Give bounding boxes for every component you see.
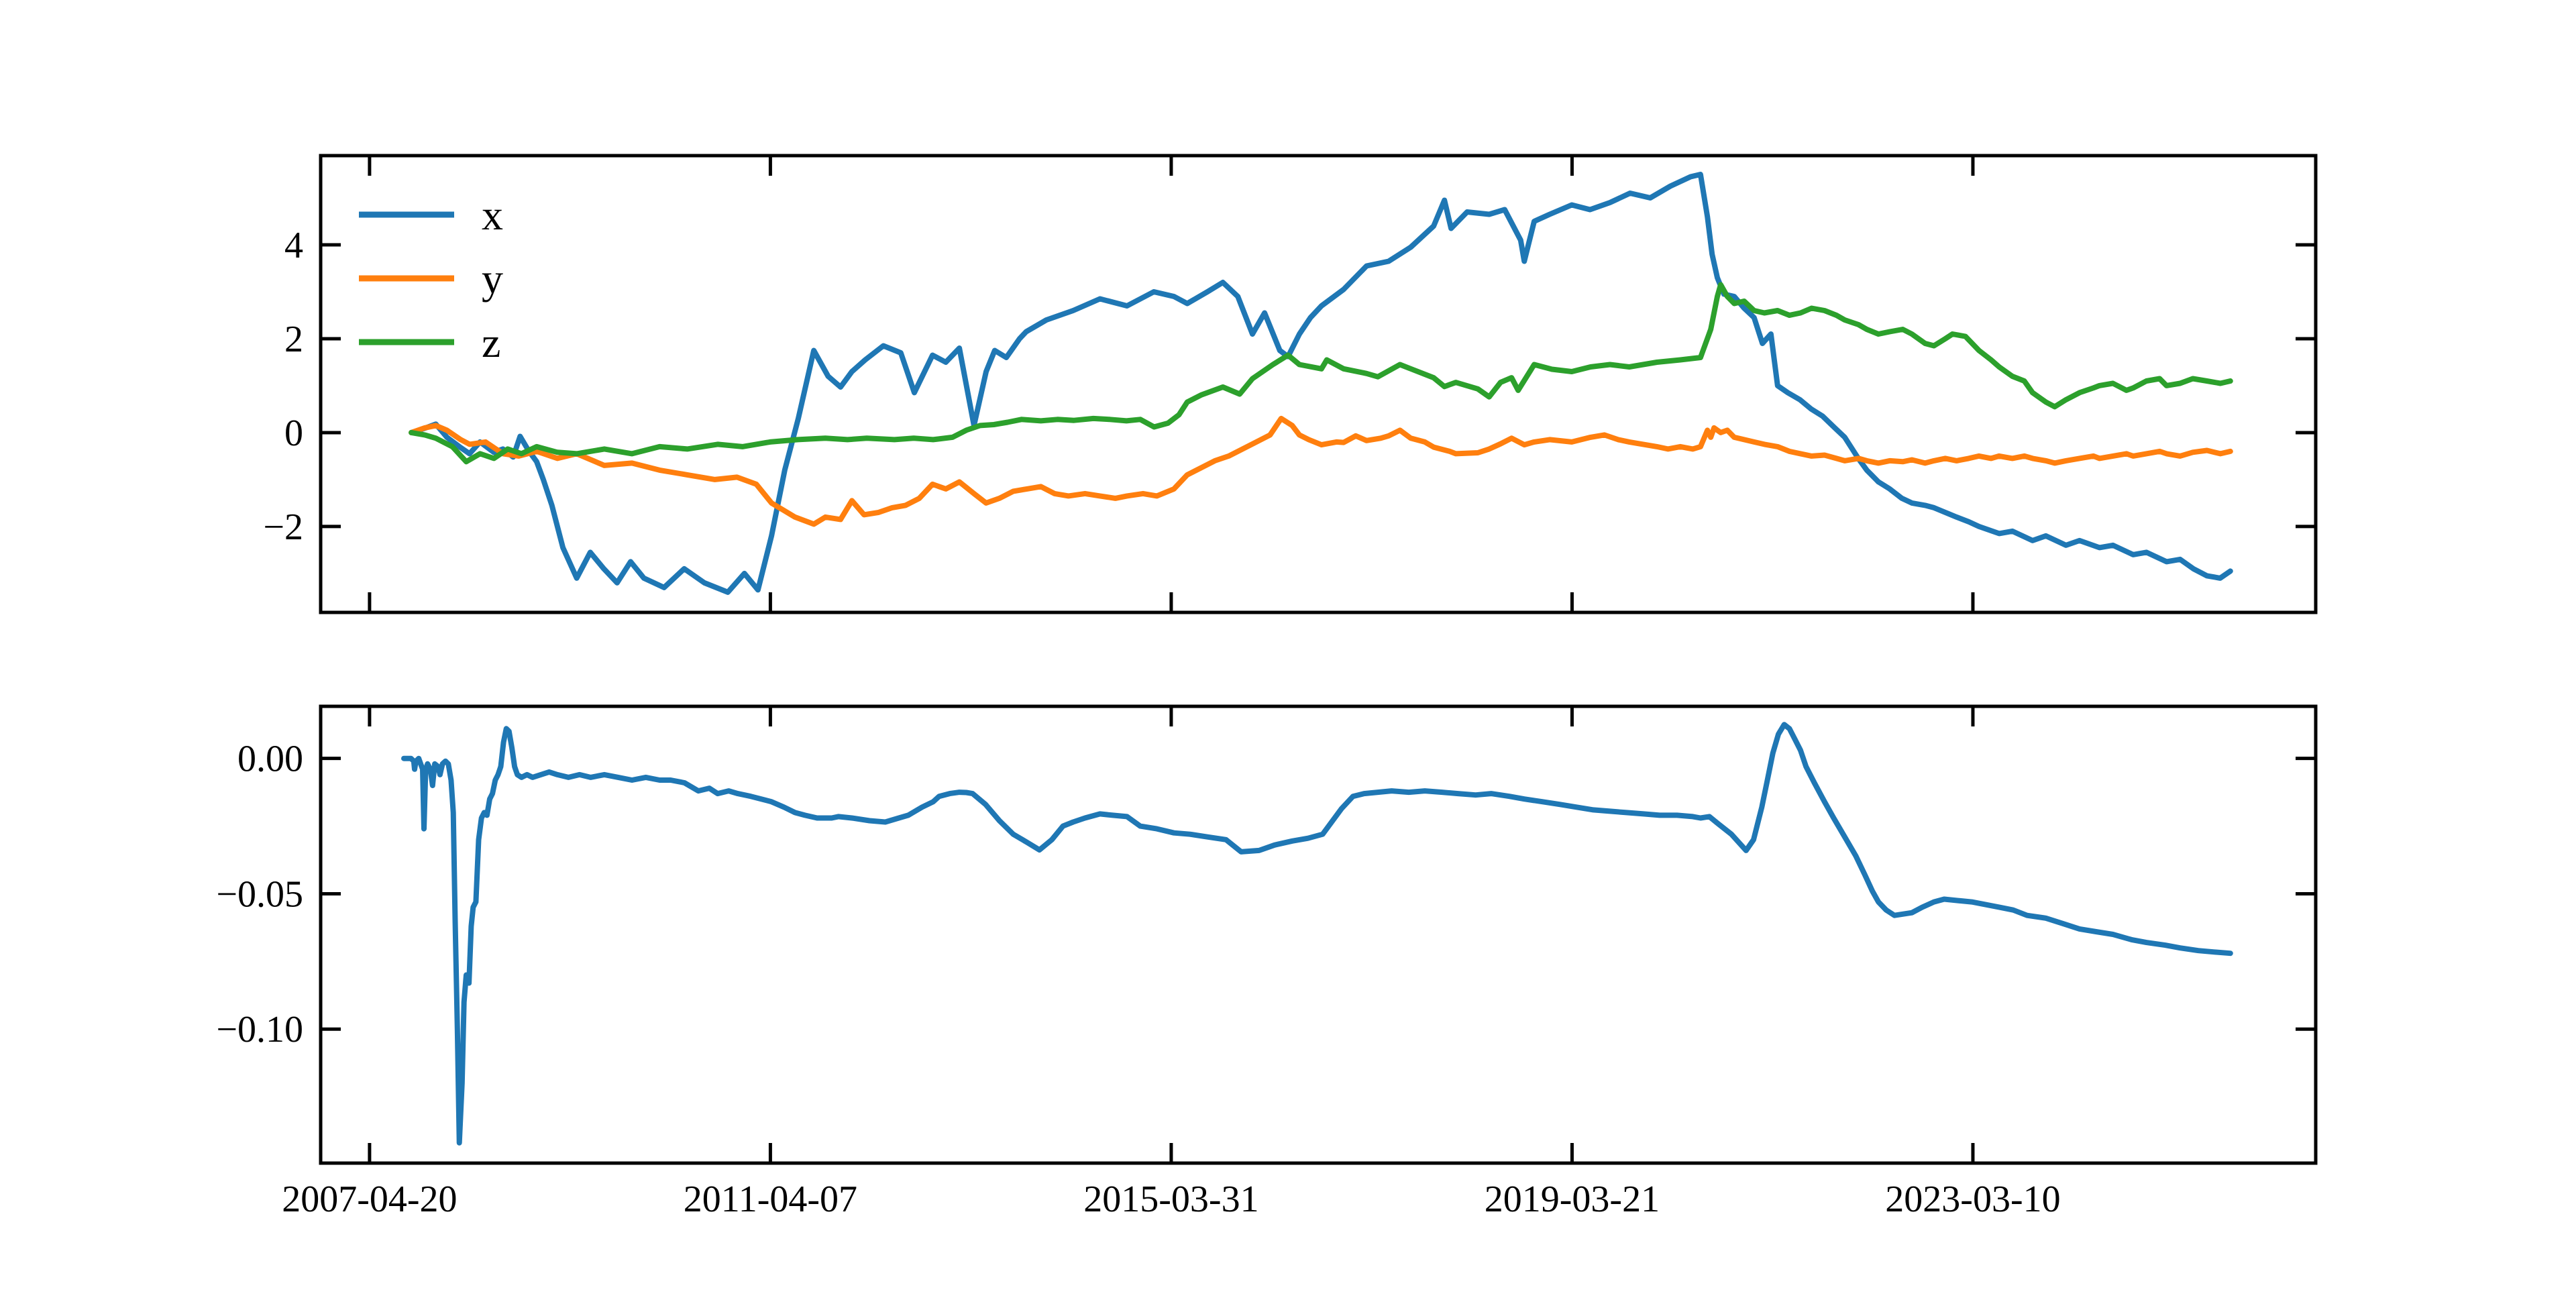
x-tick-label: 2023-03-10 <box>1885 1179 2060 1220</box>
y-tick-label: 0.00 <box>237 739 303 780</box>
x-tick-label: 2007-04-20 <box>282 1179 457 1220</box>
y-tick-label: 4 <box>284 225 303 266</box>
y-tick-label: 2 <box>284 319 303 360</box>
x-tick-label: 2015-03-31 <box>1083 1179 1258 1220</box>
series-line-x <box>409 172 2233 595</box>
series-line-y <box>409 415 2233 527</box>
x-tick-label: 2019-03-21 <box>1485 1179 1660 1220</box>
legend-label-z: z <box>482 319 500 366</box>
y-tick-label: −2 <box>263 506 303 548</box>
series-line-rolling-metric <box>401 722 2233 1146</box>
top-axes-border <box>319 154 2318 614</box>
y-tick-label: −0.10 <box>216 1009 303 1050</box>
series-line-z <box>409 282 2233 465</box>
bottom-axes-border <box>319 704 2318 1165</box>
legend-label-y: y <box>482 255 503 303</box>
x-tick-label: 2011-04-07 <box>684 1179 857 1220</box>
y-tick-label: −0.05 <box>216 873 303 915</box>
legend-label-x: x <box>482 191 503 239</box>
y-tick-label: 0 <box>284 413 303 454</box>
